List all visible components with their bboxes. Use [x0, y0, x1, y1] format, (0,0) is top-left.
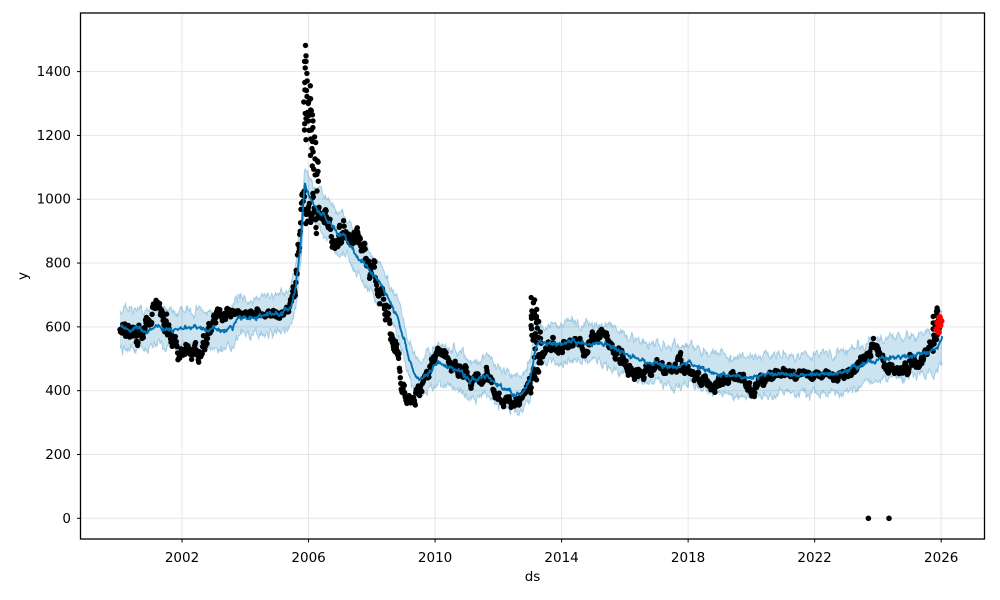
y-tick-label: 1200: [37, 128, 71, 144]
y-tick-label: 1400: [37, 64, 71, 80]
observed-points: [117, 42, 943, 522]
y-tick-label: 0: [62, 511, 71, 527]
x-tick-label: 2014: [544, 550, 578, 566]
y-tick-label: 600: [45, 319, 71, 335]
y-axis-label: y: [15, 272, 31, 280]
x-tick-label: 2006: [291, 550, 325, 566]
future-forecast-points: [933, 314, 945, 336]
tick-labels: 2002 2006 2010 2014 2018 2022 2026 0 200 400 600 80…: [37, 64, 959, 566]
axes-spines-ticks: [77, 12, 986, 543]
y-tick-label: 800: [45, 256, 71, 272]
x-tick-label: 2022: [797, 550, 831, 566]
forecast-trend-line: [119, 182, 944, 398]
gridlines: [80, 13, 985, 539]
y-tick-label: 200: [45, 447, 71, 463]
y-tick-label: 1000: [37, 192, 71, 208]
x-axis-label: ds: [525, 569, 541, 585]
x-tick-label: 2010: [418, 550, 452, 566]
x-tick-label: 2018: [671, 550, 705, 566]
y-tick-label: 400: [45, 383, 71, 399]
x-tick-label: 2026: [924, 550, 958, 566]
x-tick-label: 2002: [165, 550, 199, 566]
